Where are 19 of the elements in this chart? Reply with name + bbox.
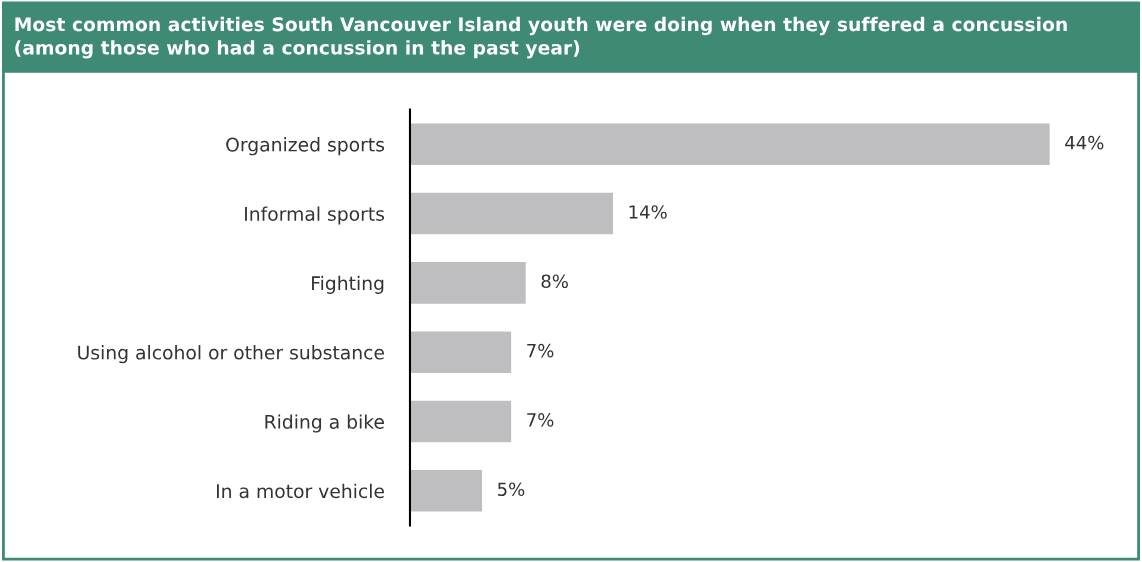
y-tick-label: Fighting	[312, 275, 384, 294]
y-tick-label: Organized sports	[226, 137, 385, 156]
data-label: 7%	[527, 413, 554, 427]
bar	[409, 260, 528, 306]
y-tick-label: Informal sports	[245, 206, 385, 225]
y-tick-label: Using alcohol or other substance	[78, 345, 384, 364]
y-tick-label: Riding a bike	[265, 414, 384, 433]
chart-title: Most common activities South Vancouver Island youth were doing when they suffered a concussion (among those who had a concussion in the past year)	[15, 16, 1067, 59]
bar	[409, 399, 513, 444]
bar	[409, 191, 615, 236]
data-label: 14%	[629, 205, 667, 219]
bar	[409, 122, 1052, 167]
data-label: 5%	[498, 482, 525, 497]
bar	[409, 330, 513, 375]
data-label: 8%	[541, 274, 568, 289]
y-tick-label: In a motor vehicle	[216, 483, 384, 499]
data-label: 44%	[1065, 135, 1104, 150]
bar	[409, 468, 484, 513]
data-label: 7%	[527, 343, 554, 358]
